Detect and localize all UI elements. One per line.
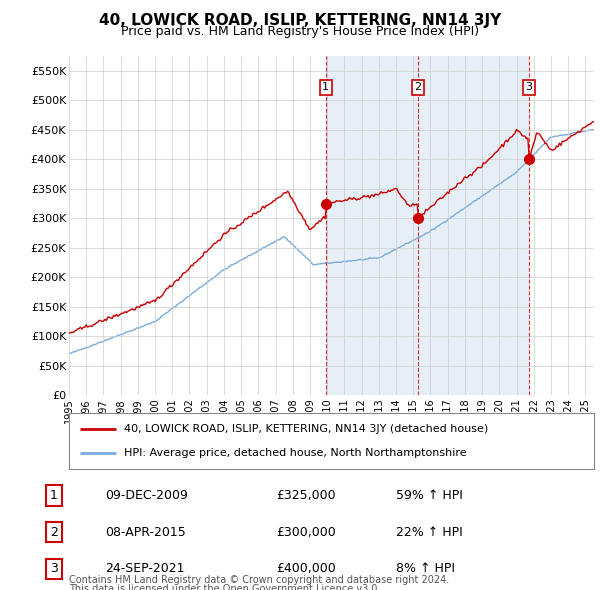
Text: 09-DEC-2009: 09-DEC-2009 bbox=[105, 489, 188, 502]
Text: 3: 3 bbox=[526, 83, 533, 92]
Text: 1: 1 bbox=[322, 83, 329, 92]
Text: 40, LOWICK ROAD, ISLIP, KETTERING, NN14 3JY (detached house): 40, LOWICK ROAD, ISLIP, KETTERING, NN14 … bbox=[124, 424, 488, 434]
Text: Contains HM Land Registry data © Crown copyright and database right 2024.: Contains HM Land Registry data © Crown c… bbox=[69, 575, 449, 585]
Text: £400,000: £400,000 bbox=[276, 562, 336, 575]
Text: 40, LOWICK ROAD, ISLIP, KETTERING, NN14 3JY: 40, LOWICK ROAD, ISLIP, KETTERING, NN14 … bbox=[99, 13, 501, 28]
Text: 8% ↑ HPI: 8% ↑ HPI bbox=[396, 562, 455, 575]
Text: 59% ↑ HPI: 59% ↑ HPI bbox=[396, 489, 463, 502]
Text: 3: 3 bbox=[50, 562, 58, 575]
Text: HPI: Average price, detached house, North Northamptonshire: HPI: Average price, detached house, Nort… bbox=[124, 448, 467, 458]
Text: Price paid vs. HM Land Registry's House Price Index (HPI): Price paid vs. HM Land Registry's House … bbox=[121, 25, 479, 38]
Text: 08-APR-2015: 08-APR-2015 bbox=[105, 526, 186, 539]
Bar bbox=[326, 56, 529, 395]
Text: 2: 2 bbox=[50, 526, 58, 539]
Text: £300,000: £300,000 bbox=[276, 526, 336, 539]
Text: £325,000: £325,000 bbox=[276, 489, 335, 502]
Text: 2: 2 bbox=[415, 83, 421, 92]
Text: 22% ↑ HPI: 22% ↑ HPI bbox=[396, 526, 463, 539]
Text: This data is licensed under the Open Government Licence v3.0.: This data is licensed under the Open Gov… bbox=[69, 584, 380, 590]
Text: 1: 1 bbox=[50, 489, 58, 502]
Text: 24-SEP-2021: 24-SEP-2021 bbox=[105, 562, 185, 575]
